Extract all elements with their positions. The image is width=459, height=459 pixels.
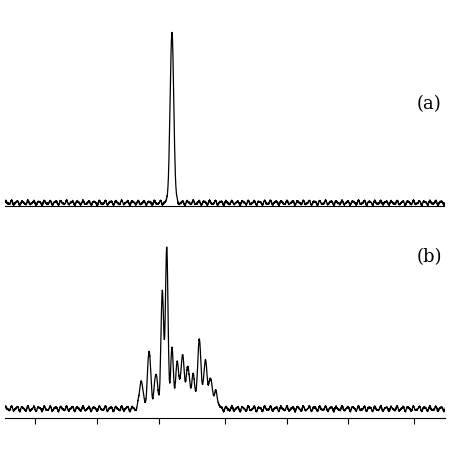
Text: (b): (b) <box>417 247 442 266</box>
Text: (a): (a) <box>417 95 442 113</box>
